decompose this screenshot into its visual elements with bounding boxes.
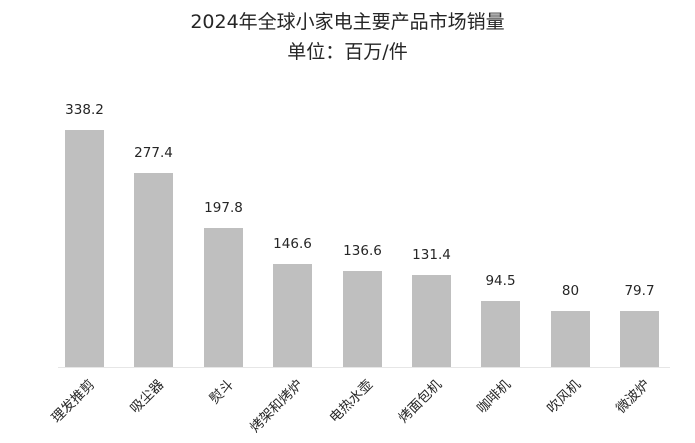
x-tick-label: 理发推剪 <box>48 376 98 427</box>
chart-title: 2024年全球小家电主要产品市场销量 <box>190 11 505 33</box>
data-label: 197.8 <box>204 200 243 216</box>
data-label: 79.7 <box>624 283 655 299</box>
data-label: 136.6 <box>343 243 382 259</box>
x-tick-label: 烤面包机 <box>395 376 445 427</box>
bar <box>481 301 520 367</box>
x-tick-label: 咖啡机 <box>473 376 514 417</box>
bar <box>134 173 173 367</box>
bar <box>620 311 659 367</box>
data-label: 338.2 <box>65 102 104 118</box>
data-label: 131.4 <box>412 247 451 263</box>
data-label: 94.5 <box>485 273 516 289</box>
bar <box>343 271 382 367</box>
bar <box>65 130 104 367</box>
x-tick-label: 吸尘器 <box>126 376 167 417</box>
data-label: 80 <box>561 283 580 299</box>
x-tick-label: 微波炉 <box>612 376 653 417</box>
bar <box>551 311 590 367</box>
bar <box>204 228 243 367</box>
data-label: 277.4 <box>134 145 173 161</box>
x-axis-line <box>58 367 670 368</box>
x-tick-label: 烤架和烤炉 <box>246 376 306 436</box>
x-tick-label: 熨斗 <box>206 376 237 408</box>
x-tick-label: 电热水壶 <box>326 376 376 427</box>
bar <box>273 264 312 367</box>
data-label: 146.6 <box>273 236 312 252</box>
chart-subtitle: 单位：百万/件 <box>287 41 408 63</box>
bar <box>412 275 451 367</box>
x-tick-label: 吹风机 <box>543 376 584 417</box>
